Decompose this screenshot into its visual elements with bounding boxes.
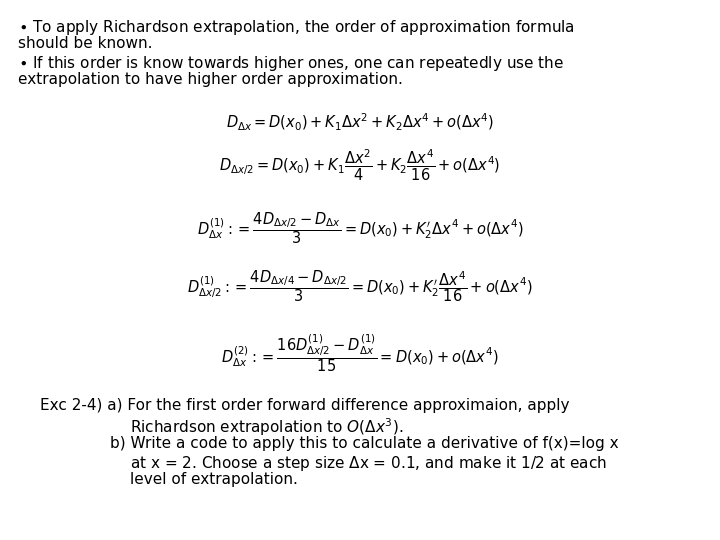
Text: $D_{\Delta x}^{(1)} := \dfrac{4D_{\Delta x/2} - D_{\Delta x}}{3} = D(x_0)+K_2^{\: $D_{\Delta x}^{(1)} := \dfrac{4D_{\Delta… [197, 210, 523, 246]
Text: level of extrapolation.: level of extrapolation. [130, 472, 298, 487]
Text: at x = 2. Choose a step size $\Delta$x = 0.1, and make it 1/2 at each: at x = 2. Choose a step size $\Delta$x =… [130, 454, 607, 473]
Text: Richardson extrapolation to $O(\Delta x^3)$.: Richardson extrapolation to $O(\Delta x^… [130, 416, 403, 438]
Text: $\bullet$ If this order is know towards higher ones, one can repeatedly use the: $\bullet$ If this order is know towards … [18, 54, 564, 73]
Text: extrapolation to have higher order approximation.: extrapolation to have higher order appro… [18, 72, 403, 87]
Text: $D_{\Delta x/2}^{(1)} := \dfrac{4D_{\Delta x/4} - D_{\Delta x/2}}{3} = D(x_0)+K_: $D_{\Delta x/2}^{(1)} := \dfrac{4D_{\Del… [187, 268, 533, 304]
Text: $D_{\Delta x/2} = D(x_0) + K_1\dfrac{\Delta x^2}{4} + K_2\dfrac{\Delta x^4}{16} : $D_{\Delta x/2} = D(x_0) + K_1\dfrac{\De… [220, 148, 500, 183]
Text: should be known.: should be known. [18, 36, 153, 51]
Text: $D_{\Delta x} = D(x_0) + K_1\Delta x^2 + K_2\Delta x^4 + o(\Delta x^4)$: $D_{\Delta x} = D(x_0) + K_1\Delta x^2 +… [226, 112, 494, 133]
Text: $\bullet$ To apply Richardson extrapolation, the order of approximation formula: $\bullet$ To apply Richardson extrapolat… [18, 18, 575, 37]
Text: $D_{\Delta x}^{(2)} := \dfrac{16D_{\Delta x/2}^{(1)} - D_{\Delta x}^{(1)}}{15} =: $D_{\Delta x}^{(2)} := \dfrac{16D_{\Delt… [221, 332, 499, 374]
Text: b) Write a code to apply this to calculate a derivative of f(x)=log x: b) Write a code to apply this to calcula… [110, 436, 618, 451]
Text: Exc 2-4) a) For the first order forward difference approximaion, apply: Exc 2-4) a) For the first order forward … [40, 398, 570, 413]
